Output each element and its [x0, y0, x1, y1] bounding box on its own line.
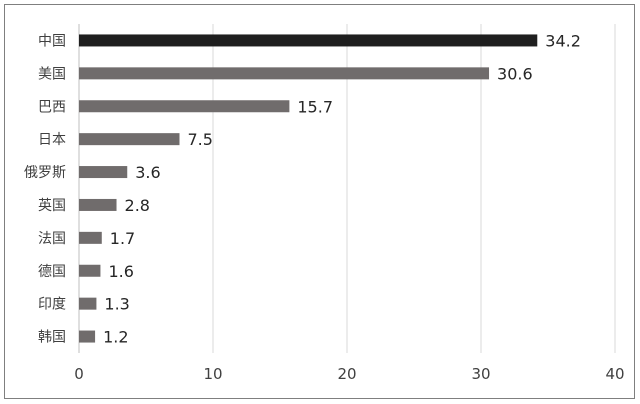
- category-label-2: 美国: [38, 66, 66, 82]
- value-label-6: 2.8: [125, 196, 150, 215]
- value-label-3: 15.7: [297, 97, 333, 116]
- x-tick-label-20: 20: [337, 365, 356, 383]
- category-label-6: 英国: [38, 197, 66, 214]
- value-label-9: 1.3: [104, 295, 129, 314]
- category-label-5: 俄罗斯: [24, 165, 66, 181]
- category-label-8: 德国: [38, 264, 66, 280]
- x-tick-label-40: 40: [605, 365, 624, 383]
- value-label-2: 30.6: [497, 64, 533, 83]
- bars: [79, 34, 538, 343]
- value-labels: 34.2 30.6 15.7 7.5 3.6 2.8 1.7 1.6 1.3 1.2: [103, 31, 581, 346]
- value-label-8: 1.6: [108, 262, 133, 281]
- value-label-5: 3.6: [135, 163, 160, 182]
- bar-4: [79, 133, 180, 146]
- bar-9: [79, 297, 97, 310]
- x-tick-labels: 0 10 20 30 40: [74, 365, 624, 383]
- category-label-1: 中国: [38, 33, 66, 49]
- bar-10: [79, 330, 96, 343]
- bar-2: [79, 67, 490, 80]
- x-tick-label-30: 30: [471, 365, 490, 383]
- bar-1: [79, 34, 538, 47]
- bar-7: [79, 231, 102, 244]
- category-label-4: 日本: [38, 132, 66, 148]
- x-tick-label-10: 10: [203, 365, 222, 383]
- category-label-10: 韩国: [38, 330, 66, 346]
- category-label-9: 印度: [38, 297, 66, 313]
- x-tick-label-0: 0: [74, 365, 84, 383]
- bar-6: [79, 198, 117, 211]
- value-label-4: 7.5: [188, 130, 213, 149]
- category-label-3: 巴西: [38, 99, 66, 115]
- value-label-10: 1.2: [103, 328, 128, 347]
- bar-5: [79, 166, 128, 179]
- value-label-1: 34.2: [545, 31, 581, 50]
- category-label-7: 法国: [38, 231, 66, 247]
- value-label-7: 1.7: [110, 229, 135, 248]
- bar-8: [79, 264, 101, 277]
- bar-3: [79, 100, 290, 113]
